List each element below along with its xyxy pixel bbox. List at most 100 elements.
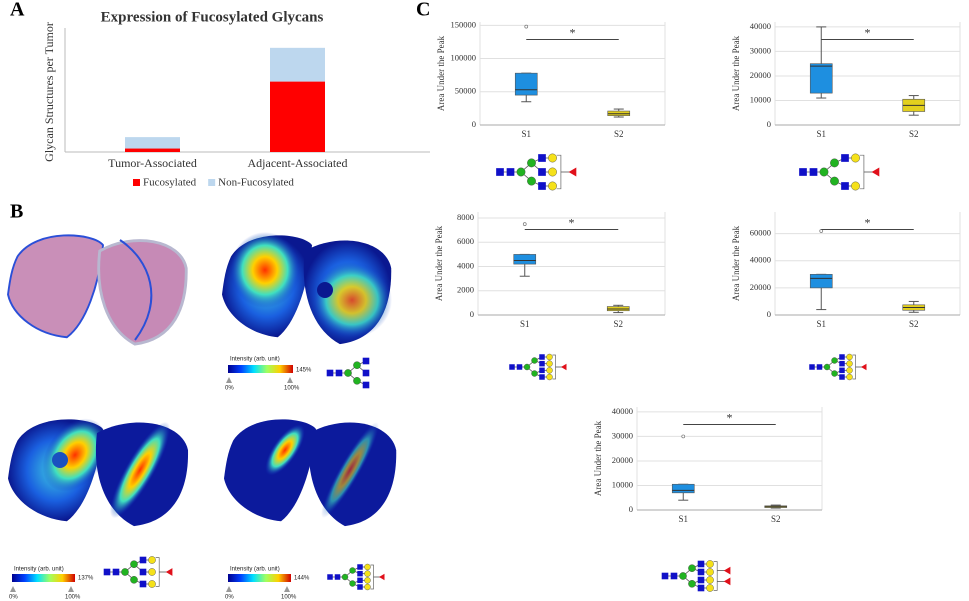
glycan-bracket <box>556 154 562 190</box>
y-axis-label: Area Under the Peak <box>593 420 603 496</box>
glycan-galactose <box>364 563 371 571</box>
glycan-galactose <box>364 583 371 591</box>
glycan-mannose <box>121 568 129 576</box>
colorbar-marker <box>226 586 290 592</box>
significance-label: * <box>569 215 575 229</box>
glycan-bracket <box>155 557 160 587</box>
y-tick-label: 100000 <box>451 53 477 63</box>
glycan-galactose <box>548 167 557 177</box>
glycan-mannose <box>344 369 352 377</box>
glycan-fucose <box>568 167 577 177</box>
glycan-fucose <box>561 363 567 371</box>
y-tick-label: 40000 <box>750 21 771 31</box>
colorbar: Intensity (arb. unit) 0% 100% 144% <box>225 567 310 601</box>
glycan-glcnac <box>799 168 807 176</box>
glycan-glcnac <box>139 580 147 588</box>
glycan-galactose <box>148 580 156 588</box>
glycan-galactose <box>846 373 853 381</box>
glycan-galactose <box>846 360 853 367</box>
y-tick-label: 50000 <box>455 86 476 96</box>
colorbar-label: 137% <box>78 576 94 582</box>
glycan-fucose <box>379 573 385 581</box>
glycan-galactose <box>364 577 371 584</box>
colorbar-title: Intensity (arb. unit) <box>14 567 64 573</box>
colorbar-scale <box>12 574 75 582</box>
y-axis-label: Area Under the Peak <box>436 35 446 111</box>
glycan-glcnac <box>839 360 845 367</box>
y-tick-label: 0 <box>629 504 633 514</box>
glycan-mannose <box>349 580 356 587</box>
outlier <box>524 24 529 29</box>
colorbar-label: 0% <box>225 386 234 392</box>
glycan-galactose <box>851 181 860 191</box>
glycan-galactose <box>851 153 860 163</box>
x-tick-label: S1 <box>678 514 688 524</box>
glycan-glcnac <box>362 381 370 389</box>
legend-swatch <box>133 179 140 186</box>
y-tick-label: 0 <box>767 119 771 129</box>
glycan-mannose <box>531 357 538 364</box>
glycan-mannose <box>531 370 538 377</box>
y-tick-label: 10000 <box>612 479 633 489</box>
glycan-fucose <box>723 566 731 575</box>
y-tick-label: 4000 <box>457 260 474 270</box>
colorbar-marker <box>226 377 293 383</box>
bar-segment <box>125 148 180 152</box>
glycan-mannose <box>819 167 829 177</box>
significance-label: * <box>570 25 576 39</box>
glycan-fucose <box>871 167 880 177</box>
glycan-mannose <box>523 363 531 371</box>
y-tick-label: 8000 <box>457 212 474 222</box>
glycan-galactose <box>364 570 371 577</box>
glycan-mannose <box>527 158 536 168</box>
glycan-galactose <box>546 353 553 361</box>
glycan-bracket <box>552 354 556 380</box>
box <box>809 274 833 289</box>
glycan-glcnac <box>516 364 523 370</box>
glycan-galactose <box>548 181 557 191</box>
bar-segment <box>270 81 325 152</box>
heatmap-image <box>222 232 392 345</box>
colorbar-label: 144% <box>294 576 310 582</box>
y-axis-label: Area Under the Peak <box>731 225 741 301</box>
glycan-glcnac <box>841 154 849 162</box>
glycan-galactose <box>546 373 553 381</box>
legend-label: Non-Fucosylated <box>218 177 294 189</box>
glycan-galactose <box>846 353 853 361</box>
y-tick-label: 20000 <box>750 282 771 292</box>
glycan-galactose <box>548 153 557 163</box>
glycan-glcnac <box>839 354 845 360</box>
glycan-glcnac <box>539 367 545 374</box>
colorbar: Intensity (arb. unit) 0% 100% 137% <box>9 567 94 601</box>
glycan-glcnac <box>362 357 370 365</box>
x-tick-label: S1 <box>816 319 826 329</box>
y-axis-label: Area Under the Peak <box>731 35 741 111</box>
y-tick-label: 10000 <box>750 94 771 104</box>
glycan-glcnac <box>839 374 845 380</box>
legend-swatch <box>208 179 216 186</box>
bar-segment <box>270 47 325 82</box>
glycan-galactose <box>706 560 714 568</box>
colorbar-label: 0% <box>225 595 234 601</box>
y-tick-label: 0 <box>470 309 474 319</box>
glycan-galactose <box>706 584 714 592</box>
glycan-glcnac <box>139 556 147 564</box>
colorbar-label: 145% <box>296 368 312 374</box>
glycan-mannose <box>130 560 138 569</box>
glycan-glcnac <box>362 369 370 377</box>
glycan-mannose <box>516 167 526 177</box>
glycan-glcnac <box>697 584 705 592</box>
glycan-mannose <box>353 361 361 370</box>
glycan-galactose <box>846 367 853 374</box>
glycan-mannose <box>130 576 138 584</box>
glycan-glcnac <box>357 584 363 590</box>
glycan-galactose <box>148 556 156 564</box>
glycan-glcnac <box>509 364 515 370</box>
glycan-glcnac <box>539 360 545 367</box>
x-tick-label: Adjacent-Associated <box>248 156 348 170</box>
glycan-galactose <box>546 367 553 374</box>
glycan-glcnac <box>327 574 333 580</box>
y-tick-label: 40000 <box>612 406 633 416</box>
glycan-bracket <box>859 154 865 190</box>
colorbar: Intensity (arb. unit) 0% 100% 145% <box>225 357 312 392</box>
